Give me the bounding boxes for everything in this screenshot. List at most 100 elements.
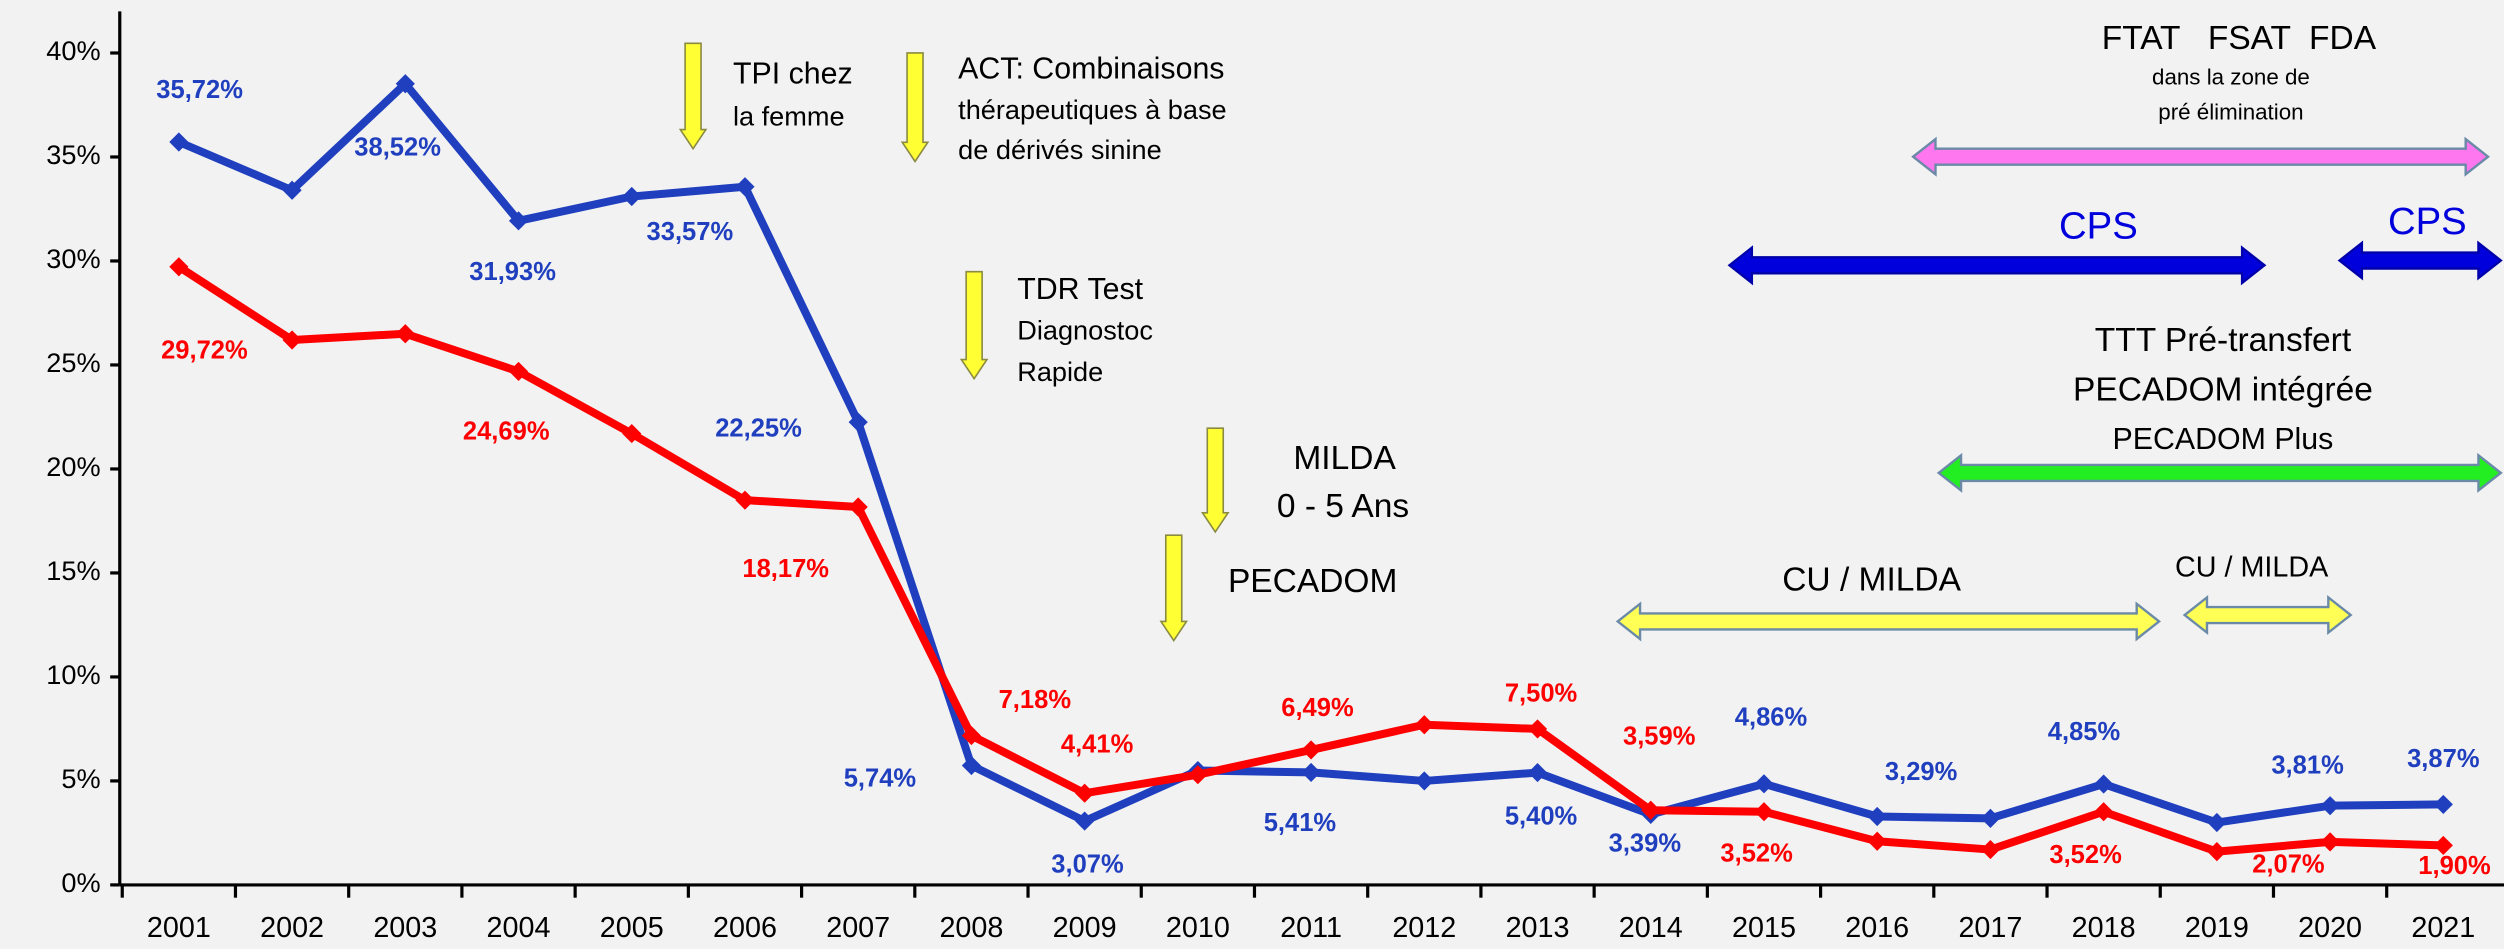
point-marker	[1867, 806, 1887, 827]
point-marker	[1075, 811, 1095, 831]
annotation: PECADOM	[1228, 563, 1397, 600]
x-tick-label: 2019	[2185, 912, 2249, 944]
point-marker	[1301, 762, 1321, 782]
data-label: 7,50%	[1505, 680, 1578, 708]
annotation: TDR Test	[1017, 273, 1143, 306]
point-marker	[1867, 831, 1887, 851]
point-marker	[1527, 719, 1548, 739]
data-label: 5,40%	[1505, 803, 1578, 831]
point-marker	[395, 324, 415, 344]
point-marker	[735, 490, 755, 510]
annotation-arrow	[959, 270, 989, 381]
point-marker	[508, 361, 529, 381]
x-tick-label: 2020	[2298, 912, 2362, 944]
point-marker	[169, 132, 189, 152]
point-marker	[2094, 802, 2114, 822]
x-tick-label: 2021	[2411, 912, 2475, 944]
x-tick-label: 2007	[826, 912, 890, 944]
y-tick-label: 5%	[61, 763, 100, 794]
x-tick-label: 2004	[487, 912, 551, 944]
data-label: 38,52%	[354, 133, 441, 161]
y-tick-label: 40%	[46, 35, 100, 66]
x-tick-label: 2010	[1166, 912, 1230, 944]
annotation-arrow	[1615, 601, 2161, 642]
point-marker	[282, 330, 302, 350]
data-label: 31,93%	[469, 258, 556, 286]
x-tick-label: 2011	[1280, 912, 1342, 944]
annotation: CU / MILDA	[1782, 561, 1961, 598]
x-tick-label: 2016	[1845, 912, 1909, 944]
x-tick-label: 2006	[713, 912, 777, 944]
annotation: CU / MILDA	[2175, 551, 2329, 583]
y-tick-label: 15%	[46, 555, 100, 586]
data-label: 4,86%	[1735, 704, 1808, 732]
point-marker	[961, 726, 981, 746]
point-marker	[1754, 802, 1774, 822]
x-tick-label: 2015	[1732, 912, 1796, 944]
annotation: Diagnostoc	[1017, 315, 1153, 346]
y-tick-label: 35%	[46, 139, 100, 170]
data-label: 22,25%	[715, 415, 802, 443]
point-marker	[2433, 794, 2453, 815]
annotation: MILDA	[1293, 440, 1396, 477]
point-marker	[1754, 774, 1774, 794]
data-label: 1,90%	[2418, 852, 2491, 880]
x-tick-label: 2005	[600, 912, 664, 944]
point-marker	[622, 186, 642, 207]
y-tick-label: 10%	[46, 659, 100, 690]
x-tick-label: 2008	[939, 912, 1003, 944]
point-marker	[1188, 765, 1208, 785]
annotation-arrow	[1727, 245, 2267, 286]
data-label: 3,07%	[1051, 851, 1124, 879]
data-label: 3,29%	[1885, 758, 1958, 786]
annotation: PECADOM intégrée	[2073, 371, 2373, 408]
x-tick-label: 2002	[260, 912, 324, 944]
annotation-arrow	[2337, 240, 2503, 281]
x-tick-label: 2013	[1506, 912, 1570, 944]
annotation-arrow	[1911, 136, 2490, 177]
data-label: 6,49%	[1281, 694, 1354, 722]
point-marker	[848, 412, 868, 432]
point-marker	[961, 755, 981, 776]
y-tick-label: 20%	[46, 451, 100, 482]
annotation-arrow	[1159, 534, 1189, 643]
data-label: 2,07%	[2252, 851, 2325, 879]
data-label: 3,81%	[2271, 751, 2344, 779]
data-label: 3,52%	[2049, 841, 2122, 869]
annotation: dans la zone de	[2152, 64, 2310, 89]
data-label: 4,41%	[1061, 731, 1134, 759]
x-tick-label: 2012	[1392, 912, 1456, 944]
annotation: 0 - 5 Ans	[1277, 488, 1409, 525]
data-label: 24,69%	[463, 418, 550, 446]
data-label: 33,57%	[647, 218, 734, 246]
point-marker	[735, 177, 755, 197]
data-label: 3,87%	[2407, 745, 2480, 773]
x-tick-label: 2014	[1619, 912, 1683, 944]
data-label: 3,59%	[1623, 723, 1696, 751]
data-label: 3,39%	[1609, 830, 1682, 858]
point-marker	[2320, 796, 2340, 816]
y-tick-label: 25%	[46, 347, 100, 378]
x-tick-label: 2009	[1053, 912, 1117, 944]
point-marker	[1527, 763, 1548, 783]
x-tick-label: 2018	[2072, 912, 2136, 944]
point-marker	[1301, 740, 1321, 760]
data-label: 35,72%	[156, 76, 243, 104]
annotation: TTT Pré-transfert	[2095, 322, 2352, 359]
data-label: 5,74%	[844, 764, 917, 792]
point-marker	[2207, 812, 2227, 833]
data-label: 7,18%	[999, 686, 1072, 714]
point-marker	[1980, 839, 2001, 860]
annotation-arrow	[1936, 452, 2503, 493]
annotation-arrow	[900, 52, 930, 163]
annotation-arrow	[678, 42, 708, 151]
annotation: TPI chez	[733, 57, 853, 90]
data-label: 5,41%	[1264, 809, 1337, 837]
annotation-arrow	[1201, 427, 1230, 534]
annotation: FTAT FSAT FDA	[2102, 20, 2377, 57]
x-tick-label: 2003	[373, 912, 437, 944]
point-marker	[2094, 774, 2114, 794]
annotation: la femme	[733, 101, 845, 132]
